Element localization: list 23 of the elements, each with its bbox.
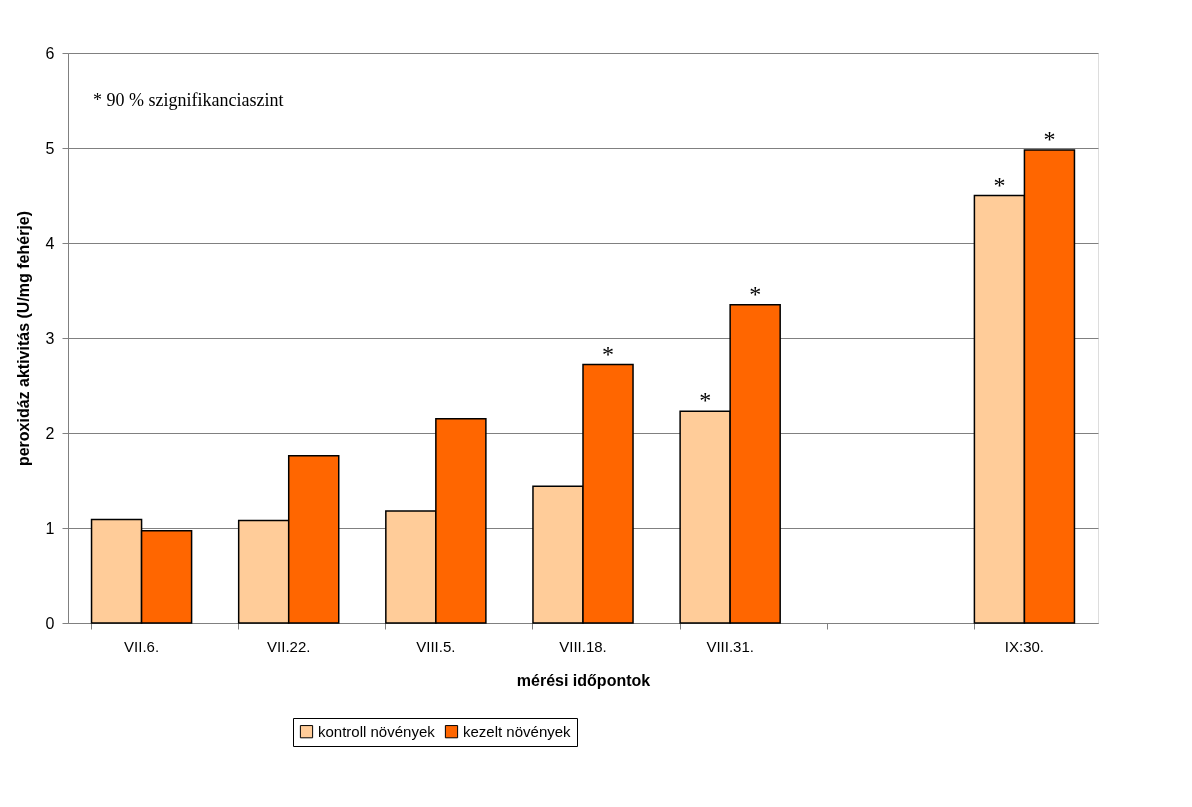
y-axis-title: peroxidáz aktivitás (U/mg fehérje): [14, 210, 32, 467]
y-tick-label: 6: [45, 44, 55, 62]
annotation: * 90 % szignifikanciaszint: [93, 90, 284, 110]
x-tick-label: VII.6.: [124, 637, 160, 655]
x-axis-title: mérési időpontok: [516, 671, 651, 689]
annotation: *: [602, 340, 615, 367]
annotation: *: [993, 171, 1006, 198]
legend-label: kezelt növények: [463, 722, 572, 740]
y-tick-label: 1: [45, 519, 55, 537]
y-tick-label: 2: [45, 424, 55, 442]
y-tick-label: 0: [45, 614, 55, 632]
annotation: *: [699, 387, 712, 414]
y-tick-label: 3: [45, 329, 55, 347]
x-tick-label: IX:30.: [1004, 637, 1045, 655]
y-tick-label: 4: [45, 234, 55, 252]
x-tick-label: VII.22.: [267, 637, 311, 655]
y-tick-label: 5: [45, 139, 55, 157]
x-tick-label: VIII.31.: [706, 637, 754, 655]
annotation: *: [1043, 125, 1056, 152]
x-tick-label: VIII.5.: [416, 637, 456, 655]
x-tick-label: VIII.18.: [559, 637, 607, 655]
annotation: *: [749, 280, 762, 307]
legend-label: kontroll növények: [318, 722, 436, 740]
